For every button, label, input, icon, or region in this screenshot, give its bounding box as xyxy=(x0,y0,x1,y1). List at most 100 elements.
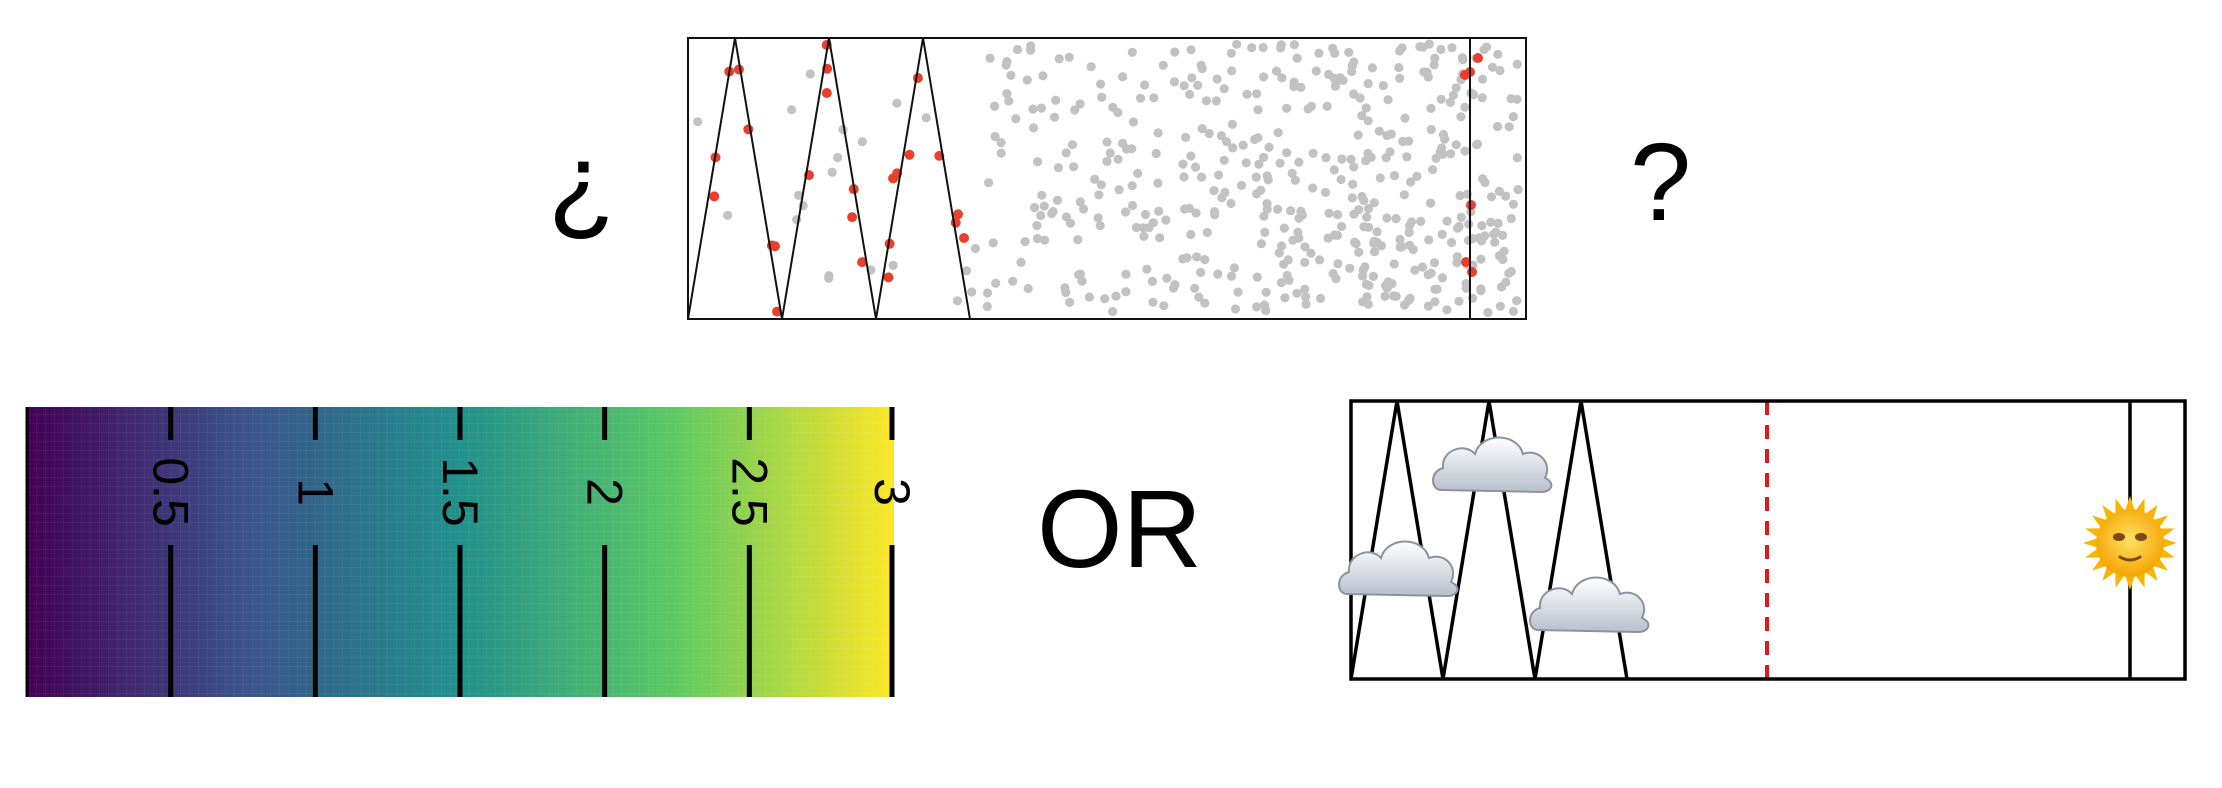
sample-point-gray xyxy=(1161,215,1171,225)
sample-point-gray xyxy=(982,288,993,298)
sample-point-gray xyxy=(1121,287,1131,297)
sample-point-gray xyxy=(1399,190,1409,200)
sample-point-gray xyxy=(1282,148,1292,158)
sample-point-gray xyxy=(1196,267,1206,277)
sample-point-gray xyxy=(1131,222,1141,233)
sample-point-gray xyxy=(1451,140,1461,150)
sample-point-gray xyxy=(1395,73,1405,83)
sample-point-gray xyxy=(1191,208,1201,218)
sample-point-gray xyxy=(1012,44,1023,55)
sample-point-gray xyxy=(1402,152,1412,162)
sample-point-gray xyxy=(1252,272,1262,282)
sample-point-gray xyxy=(1308,183,1318,193)
sample-point-gray xyxy=(1140,209,1151,220)
colorbar-tick-label: 1.5 xyxy=(432,457,488,527)
sample-point-gray xyxy=(1154,206,1164,216)
sample-point-gray xyxy=(1512,59,1522,69)
sample-point-gray xyxy=(1493,218,1503,228)
sample-point-gray xyxy=(1004,96,1014,106)
sample-point-gray xyxy=(970,243,981,254)
sample-point-gray xyxy=(1294,157,1304,167)
sample-point-gray xyxy=(1259,72,1269,82)
sample-point-gray xyxy=(1296,206,1306,216)
sample-point-gray xyxy=(1254,159,1264,169)
sample-point-gray xyxy=(1213,269,1223,279)
sample-point-gray xyxy=(723,210,733,220)
sample-point-gray xyxy=(1374,126,1384,136)
sample-point-gray xyxy=(1445,97,1455,107)
sample-point-gray xyxy=(1054,54,1064,64)
sample-point-gray xyxy=(1363,299,1373,309)
sample-point-gray xyxy=(1169,77,1179,87)
sample-point-gray xyxy=(1273,128,1283,138)
sample-point-red xyxy=(770,241,780,252)
sample-point-gray xyxy=(1292,53,1302,63)
sample-point-gray xyxy=(1275,158,1285,168)
sample-point-gray xyxy=(1008,276,1018,286)
sample-point-gray xyxy=(1486,217,1496,227)
sample-point-gray xyxy=(794,190,804,200)
colorbar-tick-label: 2 xyxy=(577,478,633,506)
sample-point-gray xyxy=(1261,287,1271,297)
sample-point-gray xyxy=(1446,149,1456,159)
sample-point-gray xyxy=(1344,47,1354,58)
sample-point-gray xyxy=(1461,283,1471,293)
sample-point-gray xyxy=(1227,66,1237,76)
sample-point-gray xyxy=(1501,191,1511,201)
colorbar-tick-label: 0.5 xyxy=(143,457,199,527)
sample-point-gray xyxy=(1226,48,1236,58)
sample-point-gray xyxy=(1053,163,1063,173)
sample-point-gray xyxy=(1471,140,1482,150)
scatter-frame xyxy=(687,37,1527,320)
sample-point-gray xyxy=(1415,42,1425,52)
sample-point-gray xyxy=(1426,124,1436,135)
sample-point-gray xyxy=(1102,156,1112,166)
sample-point-gray xyxy=(1032,233,1042,244)
sample-point-gray xyxy=(1217,193,1227,203)
sample-point-gray xyxy=(1022,75,1032,85)
sample-point-gray xyxy=(1389,171,1400,181)
red-sample-points xyxy=(709,40,1483,317)
sample-point-gray xyxy=(1400,113,1410,123)
sample-point-gray xyxy=(1366,152,1376,162)
sample-point-red xyxy=(1467,267,1477,277)
sample-point-gray xyxy=(1102,137,1112,147)
sample-point-gray xyxy=(1404,295,1414,306)
sample-point-gray xyxy=(1273,204,1283,214)
sample-point-gray xyxy=(1436,94,1446,104)
sample-point-gray xyxy=(1201,96,1211,106)
sample-point-gray xyxy=(1096,180,1106,190)
sample-point-gray xyxy=(1455,191,1465,201)
sample-point-gray xyxy=(1190,162,1201,172)
sample-point-gray xyxy=(1262,171,1272,181)
sample-point-gray xyxy=(1360,262,1370,272)
sample-point-gray xyxy=(1324,69,1334,79)
sample-point-gray xyxy=(1363,116,1373,126)
sample-point-gray xyxy=(1372,227,1382,237)
sample-point-gray xyxy=(1406,177,1416,187)
sample-point-gray xyxy=(1404,136,1414,146)
sample-point-gray xyxy=(1159,301,1169,311)
cloud-sun-schematic xyxy=(1338,399,2187,681)
sample-point-gray xyxy=(1493,49,1503,60)
sample-point-gray xyxy=(1476,254,1486,264)
sample-point-gray xyxy=(1127,200,1138,211)
sample-point-gray xyxy=(1463,235,1474,245)
sample-point-gray xyxy=(1294,213,1304,223)
sample-point-gray xyxy=(1097,92,1107,102)
sample-point-red xyxy=(1461,257,1471,267)
sample-point-gray xyxy=(1259,152,1269,162)
sample-point-gray xyxy=(1196,172,1207,182)
sample-point-gray xyxy=(824,273,834,283)
sample-point-gray xyxy=(1028,123,1039,133)
sample-point-gray xyxy=(1108,307,1118,317)
sample-point-gray xyxy=(1064,52,1074,62)
sample-point-gray xyxy=(1279,223,1289,233)
sample-point-gray xyxy=(1193,80,1203,90)
sample-point-gray xyxy=(1303,104,1313,114)
sample-point-gray xyxy=(1504,268,1514,278)
sample-point-gray xyxy=(1230,304,1241,314)
sample-point-gray xyxy=(1397,242,1407,252)
sample-point-gray xyxy=(1011,114,1021,124)
sample-point-gray xyxy=(1367,63,1377,73)
